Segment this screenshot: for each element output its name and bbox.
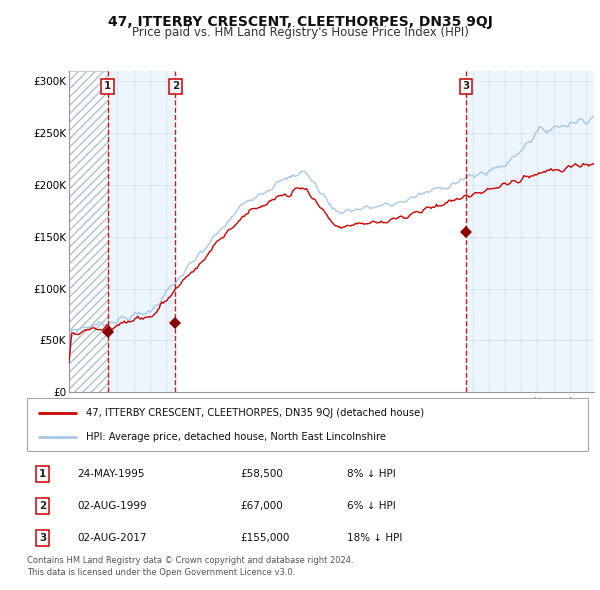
Bar (466, 71, 594, 392)
Text: 8% ↓ HPI: 8% ↓ HPI (347, 469, 395, 478)
FancyBboxPatch shape (27, 398, 588, 451)
Text: £155,000: £155,000 (240, 533, 290, 543)
Bar (175, 71, 466, 392)
Text: 2: 2 (172, 81, 179, 91)
Text: 24-MAY-1995: 24-MAY-1995 (77, 469, 145, 478)
Text: £67,000: £67,000 (240, 501, 283, 511)
Text: Price paid vs. HM Land Registry's House Price Index (HPI): Price paid vs. HM Land Registry's House … (131, 26, 469, 39)
Text: 3: 3 (463, 81, 470, 91)
Text: 3: 3 (39, 533, 46, 543)
Text: HPI: Average price, detached house, North East Lincolnshire: HPI: Average price, detached house, Nort… (86, 432, 386, 442)
Text: 6% ↓ HPI: 6% ↓ HPI (347, 501, 395, 511)
Text: Contains HM Land Registry data © Crown copyright and database right 2024.
This d: Contains HM Land Registry data © Crown c… (27, 556, 353, 576)
Text: 02-AUG-2017: 02-AUG-2017 (77, 533, 147, 543)
Text: £58,500: £58,500 (240, 469, 283, 478)
Text: 18% ↓ HPI: 18% ↓ HPI (347, 533, 402, 543)
Text: 02-AUG-1999: 02-AUG-1999 (77, 501, 147, 511)
Text: 1: 1 (39, 469, 46, 478)
Bar (69, 71, 107, 392)
Text: 1: 1 (104, 81, 111, 91)
Bar (69, 71, 107, 392)
Text: 2: 2 (39, 501, 46, 511)
Text: 47, ITTERBY CRESCENT, CLEETHORPES, DN35 9QJ: 47, ITTERBY CRESCENT, CLEETHORPES, DN35 … (107, 15, 493, 29)
Bar (107, 71, 175, 392)
Text: 47, ITTERBY CRESCENT, CLEETHORPES, DN35 9QJ (detached house): 47, ITTERBY CRESCENT, CLEETHORPES, DN35 … (86, 408, 424, 418)
